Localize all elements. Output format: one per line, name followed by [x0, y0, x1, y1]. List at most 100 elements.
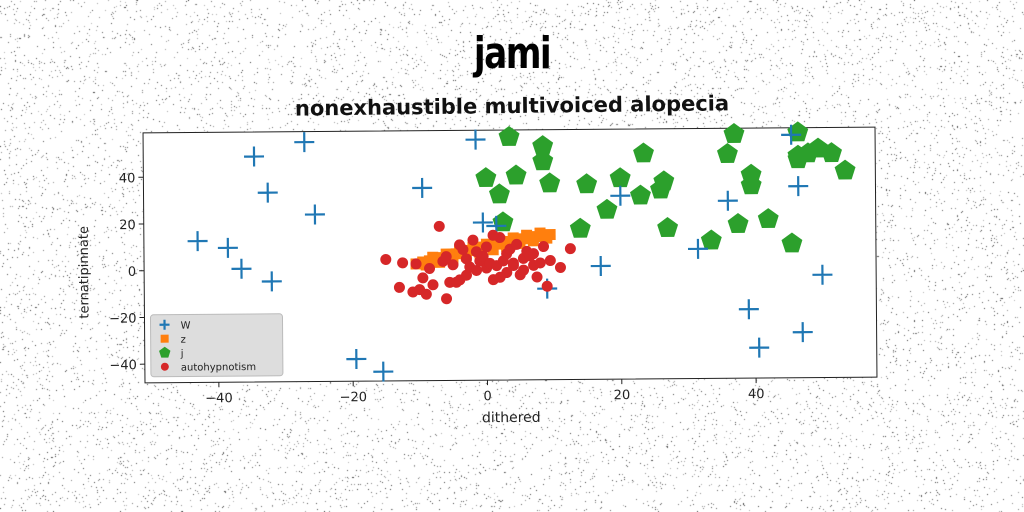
legend-box — [149, 313, 284, 378]
point-autohypnotism — [420, 288, 432, 300]
point-autohypnotism — [417, 272, 429, 284]
point-j — [498, 126, 520, 146]
point-w — [244, 146, 265, 167]
page-title: jami — [473, 28, 552, 79]
point-autohypnotism — [507, 259, 519, 271]
point-w — [717, 190, 738, 211]
point-j — [781, 232, 803, 253]
point-w — [412, 177, 433, 198]
y-axis-label: ternatipinnate — [77, 226, 93, 319]
point-j — [653, 170, 675, 191]
point-autohypnotism — [410, 258, 422, 270]
y-tick-label: −20 — [109, 312, 137, 327]
point-j — [532, 150, 554, 171]
point-w — [738, 299, 759, 320]
point-j — [727, 213, 749, 233]
point-autohypnotism — [554, 261, 566, 273]
point-w — [187, 231, 208, 252]
point-autohypnotism — [441, 293, 453, 305]
point-j — [716, 142, 738, 163]
point-j — [576, 173, 598, 194]
point-autohypnotism — [544, 255, 556, 267]
point-w — [812, 264, 833, 285]
point-autohypnotism — [471, 264, 483, 276]
point-autohypnotism — [494, 271, 506, 283]
point-autohypnotism — [511, 238, 523, 250]
x-axis-label: dithered — [482, 410, 541, 426]
point-j — [539, 172, 561, 193]
plot-group: −40 −20 0 20 40 −40 −20 0 20 40 dithered ternati… — [77, 121, 878, 426]
legend-label-w: W — [181, 321, 191, 332]
point-w — [231, 258, 252, 279]
point-w — [749, 337, 770, 358]
point-autohypnotism — [424, 262, 436, 274]
point-j — [633, 142, 654, 163]
point-j — [630, 184, 651, 205]
point-autohypnotism — [454, 239, 466, 251]
point-autohypnotism — [467, 234, 479, 246]
point-autohypnotism — [527, 248, 539, 260]
point-j — [475, 167, 497, 188]
point-autohypnotism — [380, 253, 392, 265]
point-w — [294, 132, 315, 153]
point-w — [687, 238, 709, 259]
legend-label-autohypnotism: autohypnotism — [181, 362, 256, 374]
point-j — [569, 217, 591, 238]
point-autohypnotism — [480, 241, 492, 253]
point-autohypnotism — [427, 279, 439, 291]
point-z — [521, 229, 533, 241]
y-tick-label: 20 — [119, 218, 136, 233]
data-marks — [187, 121, 856, 382]
point-w — [781, 124, 802, 145]
point-j — [488, 183, 510, 204]
point-w — [261, 271, 282, 292]
point-autohypnotism — [447, 259, 459, 271]
y-tick-label: −40 — [109, 358, 137, 373]
point-autohypnotism — [433, 220, 445, 232]
point-autohypnotism — [477, 250, 489, 262]
legend: Wzj autohypnotism — [149, 313, 284, 378]
point-z — [534, 227, 546, 239]
point-autohypnotism — [534, 257, 546, 269]
point-autohypnotism — [487, 229, 499, 241]
legend-marker-j — [159, 346, 171, 358]
point-w — [465, 129, 486, 150]
x-tick-label: −40 — [205, 391, 233, 406]
point-w — [472, 212, 493, 233]
point-w — [346, 349, 367, 370]
point-autohypnotism — [440, 251, 452, 263]
point-j — [723, 123, 745, 143]
point-autohypnotism — [564, 243, 576, 255]
point-w — [610, 185, 631, 206]
y-tick-label: 40 — [119, 171, 136, 186]
point-autohypnotism — [393, 281, 405, 293]
y-tick-label: 0 — [128, 265, 136, 280]
point-j — [596, 198, 618, 219]
x-tick-label: 0 — [483, 389, 491, 404]
point-w — [217, 237, 238, 258]
point-j — [757, 208, 779, 229]
x-tick-label: −20 — [340, 390, 368, 405]
y-axis: −40 −20 0 20 40 — [109, 171, 145, 373]
point-j — [505, 164, 527, 185]
point-j — [821, 142, 842, 163]
x-tick-label: 40 — [748, 387, 765, 402]
point-autohypnotism — [518, 264, 530, 276]
x-axis: −40 −20 0 20 40 — [205, 378, 765, 406]
legend-label-z: z — [181, 335, 186, 346]
point-w — [590, 255, 611, 276]
point-w — [257, 182, 278, 203]
legend-marker-autohypnotism — [160, 362, 169, 371]
point-j — [532, 135, 554, 156]
point-autohypnotism — [541, 280, 553, 292]
point-w — [373, 361, 394, 382]
point-w — [304, 204, 325, 225]
point-j — [787, 121, 809, 142]
point-w — [792, 322, 813, 343]
legend-marker-w — [159, 319, 170, 330]
point-j — [834, 159, 856, 180]
point-z — [427, 251, 439, 263]
point-j — [700, 229, 722, 250]
point-j — [740, 174, 762, 195]
